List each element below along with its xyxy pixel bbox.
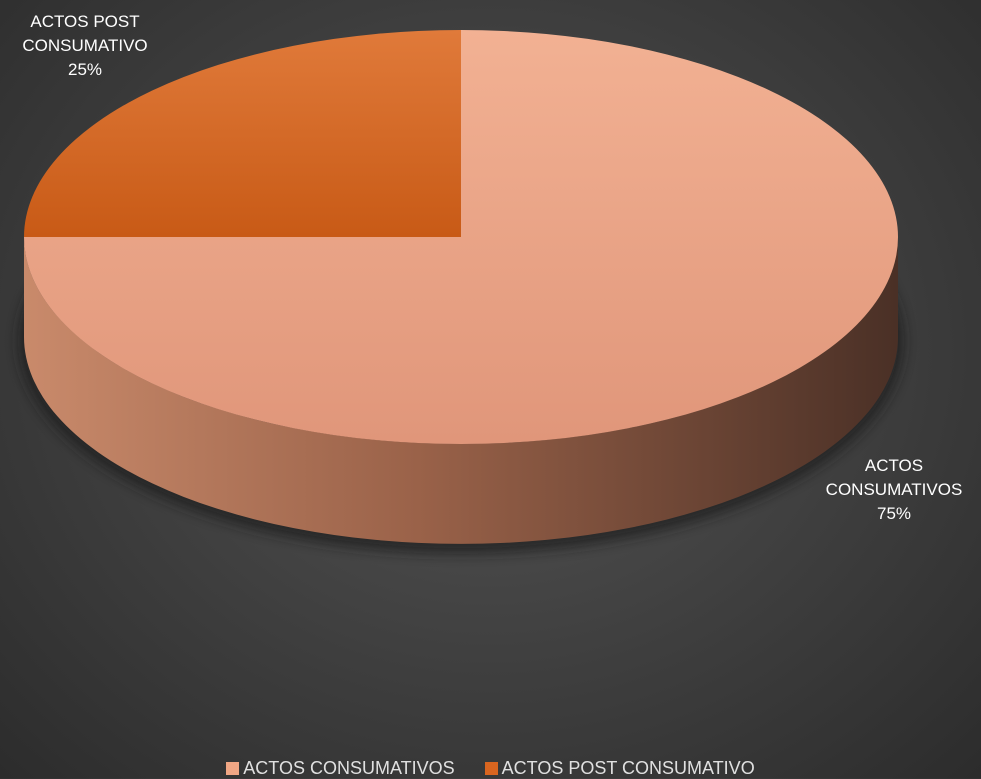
legend-label-consumativos: ACTOS CONSUMATIVOS <box>243 758 455 778</box>
pie-side-wall <box>24 237 898 544</box>
data-label-post-line2: CONSUMATIVO <box>22 36 148 55</box>
data-label-post-pct: 25% <box>67 60 103 79</box>
data-label-cons-line1: ACTOS <box>864 456 924 475</box>
legend-swatch-consumativos <box>226 761 240 775</box>
data-label-consumativos: ACTOS CONSUMATIVOS 75% <box>808 454 980 526</box>
data-label-post-consumativo: ACTOS POST CONSUMATIVO 25% <box>0 10 170 82</box>
legend-swatch-post-consumativo <box>484 761 498 775</box>
legend: ACTOS CONSUMATIVOS ACTOS POST CONSUMATIV… <box>0 757 981 779</box>
data-label-cons-line2: CONSUMATIVOS <box>825 480 963 499</box>
pie-slice-post-consumativo <box>24 30 461 237</box>
data-label-cons-pct: 75% <box>876 504 912 523</box>
data-label-post-line1: ACTOS POST <box>30 12 140 31</box>
legend-item-post-consumativo: ACTOS POST CONSUMATIVO <box>484 757 755 779</box>
legend-label-post-consumativo: ACTOS POST CONSUMATIVO <box>501 758 755 778</box>
legend-item-consumativos: ACTOS CONSUMATIVOS <box>226 757 455 779</box>
